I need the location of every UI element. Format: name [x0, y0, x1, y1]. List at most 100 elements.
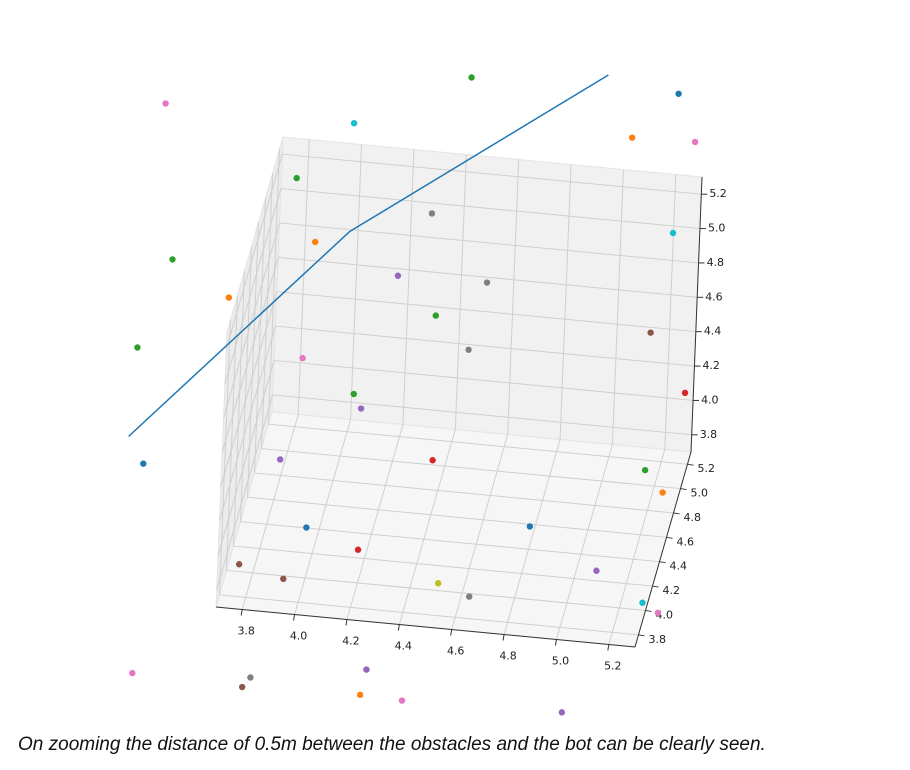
- point: [394, 272, 402, 279]
- y-tick: [659, 561, 666, 564]
- point: [225, 294, 233, 301]
- grid-line: [233, 271, 245, 547]
- point: [428, 210, 436, 217]
- y-tick-label: 4.6: [677, 535, 695, 548]
- point: [639, 599, 646, 606]
- back-pane: [271, 136, 703, 453]
- point: [659, 489, 666, 496]
- grid-line: [247, 496, 667, 538]
- point: [681, 389, 689, 397]
- point: [558, 709, 566, 716]
- point: [238, 683, 246, 691]
- point: [354, 546, 362, 553]
- grid-line: [398, 429, 456, 625]
- grid-line: [233, 545, 653, 587]
- y-tick-label: 5.2: [698, 462, 716, 475]
- point: [350, 119, 358, 127]
- point: [647, 329, 654, 336]
- grid-line: [350, 144, 363, 420]
- grid-line: [224, 188, 282, 384]
- x-tick-label: 4.2: [342, 635, 360, 648]
- grid-line: [268, 423, 688, 465]
- grid-line: [346, 424, 404, 620]
- grid-line: [216, 394, 274, 590]
- grid-line: [240, 521, 660, 563]
- floor-pane: [215, 411, 692, 648]
- grid-line: [274, 359, 694, 401]
- y-tick-label: 4.2: [663, 584, 681, 597]
- grid-line: [280, 188, 700, 230]
- grid-line: [297, 139, 310, 415]
- y-tick: [645, 609, 652, 612]
- y-tick: [638, 634, 645, 637]
- point: [299, 354, 306, 362]
- y-tick: [666, 536, 673, 539]
- point: [363, 666, 370, 673]
- grid-line: [402, 149, 415, 425]
- z-tick-label: 4.4: [704, 325, 722, 338]
- point: [134, 344, 141, 351]
- point: [356, 691, 364, 699]
- grid-line: [454, 154, 467, 430]
- point: [293, 174, 300, 182]
- grid-line: [294, 419, 352, 615]
- grid-line: [276, 291, 696, 333]
- grid-line: [268, 149, 280, 425]
- point: [641, 466, 649, 474]
- point: [162, 100, 169, 107]
- y-tick: [673, 512, 680, 515]
- point: [432, 312, 439, 319]
- grid-line: [261, 448, 681, 490]
- y-tick-label: 4.8: [684, 511, 702, 524]
- grid-line: [261, 173, 273, 449]
- point: [303, 524, 310, 531]
- point: [593, 567, 600, 574]
- grid-line: [611, 169, 624, 445]
- grid-line: [219, 594, 639, 636]
- x-tick: [293, 614, 296, 621]
- grid-line: [226, 295, 238, 571]
- z-tick-label: 4.6: [705, 290, 723, 303]
- point: [357, 405, 365, 412]
- x-tick-label: 4.6: [447, 645, 465, 658]
- point: [465, 346, 472, 353]
- point: [280, 575, 287, 583]
- grid-line: [247, 222, 259, 498]
- x-tick: [397, 624, 400, 631]
- x-tick-label: 5.2: [604, 660, 622, 673]
- x-tick-label: 4.4: [395, 640, 413, 653]
- point: [140, 460, 147, 467]
- caption: On zooming the distance of 0.5m between …: [18, 734, 766, 755]
- x-tick: [554, 639, 557, 646]
- point: [398, 697, 406, 704]
- grid-line: [272, 394, 692, 436]
- point: [311, 238, 319, 246]
- point: [247, 674, 254, 681]
- grid-line: [241, 414, 299, 610]
- y-tick-label: 5.0: [691, 487, 709, 500]
- grid-line: [217, 360, 275, 556]
- grid-line: [220, 291, 278, 487]
- y-tick-label: 4.4: [670, 560, 688, 573]
- y-axis-line: [634, 451, 692, 648]
- z-tick-label: 4.2: [702, 359, 720, 372]
- chart: 3.8 4.0 4.2 4.4 4.6 4.8 5.0 5.2 3.8 4.0 4.2 4.4 4.6 4…: [128, 74, 727, 716]
- point: [435, 580, 442, 587]
- grid-line: [608, 449, 666, 645]
- y-tick: [652, 585, 659, 588]
- grid-line: [555, 444, 613, 640]
- y-tick-label: 3.8: [649, 633, 667, 646]
- point: [350, 390, 357, 398]
- x-tick-label: 4.8: [499, 650, 517, 663]
- z-tick-label: 3.8: [700, 428, 718, 441]
- grid-line: [221, 257, 279, 453]
- point: [276, 456, 284, 463]
- grid-line: [225, 154, 283, 350]
- x-tick: [607, 644, 610, 651]
- trajectory-line: [128, 74, 609, 437]
- point: [468, 74, 475, 81]
- x-tick-label: 5.0: [552, 655, 570, 668]
- x-tick-label: 4.0: [290, 630, 308, 643]
- grid-line: [559, 164, 572, 440]
